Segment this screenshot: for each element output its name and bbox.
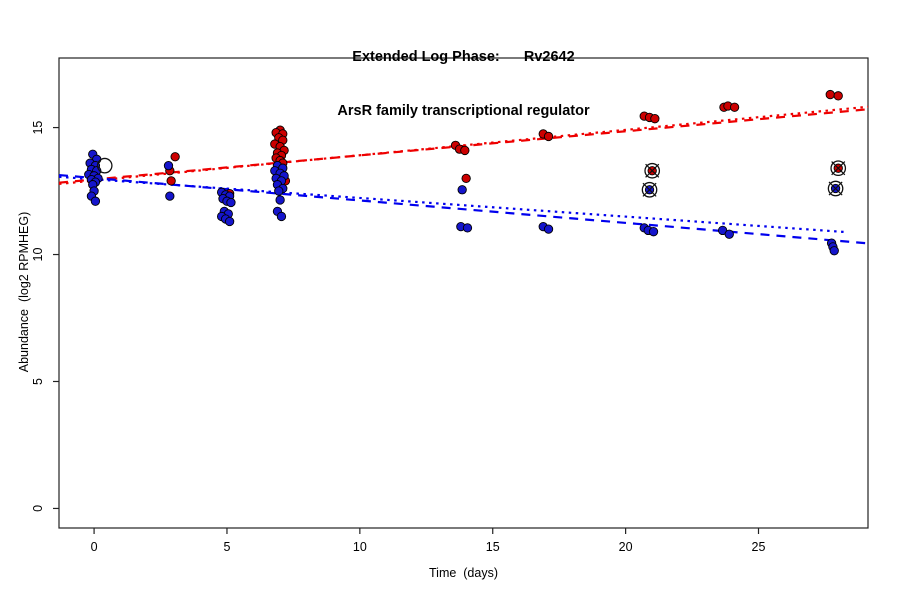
plot-box xyxy=(58,57,869,529)
outlier-ring xyxy=(644,162,661,179)
blue-condition-data-point xyxy=(163,161,174,171)
outlier-ring xyxy=(641,181,658,198)
blue-condition-data-point xyxy=(275,195,285,205)
red-condition-data-point xyxy=(729,102,740,112)
red-condition-data-point xyxy=(170,152,180,162)
y-tick-label: 5 xyxy=(31,378,45,385)
blue-condition-data-point xyxy=(90,196,101,206)
blue-condition-data-point xyxy=(165,191,175,201)
y-axis-label: Abundance (log2 RPMHEG) xyxy=(17,211,31,373)
chart-title-line1: Extended Log Phase: Rv2642 xyxy=(352,49,575,65)
red-condition-data-point xyxy=(650,114,660,124)
red-condition-data-point xyxy=(166,176,176,186)
x-tick-label: 5 xyxy=(223,540,230,554)
outlier-cross-line xyxy=(645,163,660,178)
outlier-cross-line xyxy=(828,181,843,196)
blue-fit-dotted-trend-line xyxy=(58,175,848,234)
x-tick-label: 25 xyxy=(752,540,766,554)
y-tick-label: 15 xyxy=(31,121,45,135)
blue-condition-data-point xyxy=(724,229,734,239)
blue-condition-data-point xyxy=(543,224,554,234)
red-condition-data-point xyxy=(543,131,554,142)
y-tick-label: 0 xyxy=(31,505,45,512)
x-tick-label: 15 xyxy=(486,540,500,554)
blue-condition-data-point xyxy=(829,246,839,256)
outlier-ring xyxy=(827,180,844,197)
blue-condition-data-point xyxy=(224,216,235,227)
chart-title: Extended Log Phase: Rv2642 ArsR family t… xyxy=(59,12,868,156)
y-tick-label: 10 xyxy=(31,248,45,262)
blue-condition-data-point xyxy=(648,227,659,237)
red-fit-dotted-trend-line xyxy=(58,105,869,186)
x-tick-label: 20 xyxy=(619,540,633,554)
red-condition-data-point xyxy=(461,173,471,184)
chart-title-line2: ArsR family transcriptional regulator xyxy=(337,103,590,119)
blue-fit-dashed-trend-line xyxy=(58,173,869,245)
red-condition-data-point xyxy=(460,145,470,156)
x-tick-label: 10 xyxy=(353,540,367,554)
outlier-cross-line xyxy=(831,161,846,176)
red-condition-data-point xyxy=(833,91,843,101)
x-tick-label: 0 xyxy=(91,540,98,554)
x-axis-label: Time (days) xyxy=(429,566,498,580)
blue-condition-data-point xyxy=(226,197,236,208)
outlier-cross-line xyxy=(642,182,657,197)
outlier-ring xyxy=(96,157,113,174)
blue-condition-data-point xyxy=(276,211,287,222)
outlier-ring xyxy=(830,160,847,177)
blue-condition-data-point xyxy=(274,186,284,196)
blue-condition-data-point xyxy=(457,185,467,195)
blue-condition-data-point xyxy=(462,223,473,233)
